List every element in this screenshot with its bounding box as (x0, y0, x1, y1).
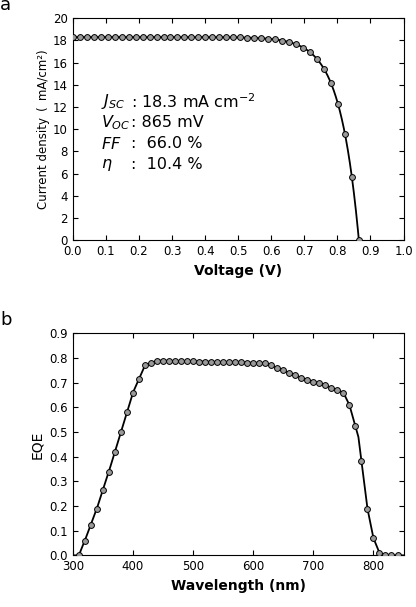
X-axis label: Wavelength (nm): Wavelength (nm) (171, 579, 306, 593)
Text: a: a (0, 0, 11, 14)
Text: $\eta$: $\eta$ (101, 157, 112, 173)
Text: :  66.0 %: : 66.0 % (131, 136, 202, 151)
Text: $V_{OC}$: $V_{OC}$ (101, 113, 130, 132)
Text: :  10.4 %: : 10.4 % (131, 157, 202, 172)
Text: $FF$: $FF$ (101, 135, 121, 152)
Text: : 18.3 mA cm$^{-2}$: : 18.3 mA cm$^{-2}$ (131, 92, 255, 111)
Text: $J_{SC}$: $J_{SC}$ (101, 92, 125, 111)
Text: b: b (0, 311, 12, 329)
Y-axis label: Current density  (  mA/cm²): Current density ( mA/cm²) (37, 49, 50, 209)
X-axis label: Voltage (V): Voltage (V) (194, 263, 282, 277)
Text: : 865 mV: : 865 mV (131, 115, 203, 130)
Y-axis label: EQE: EQE (30, 430, 44, 459)
